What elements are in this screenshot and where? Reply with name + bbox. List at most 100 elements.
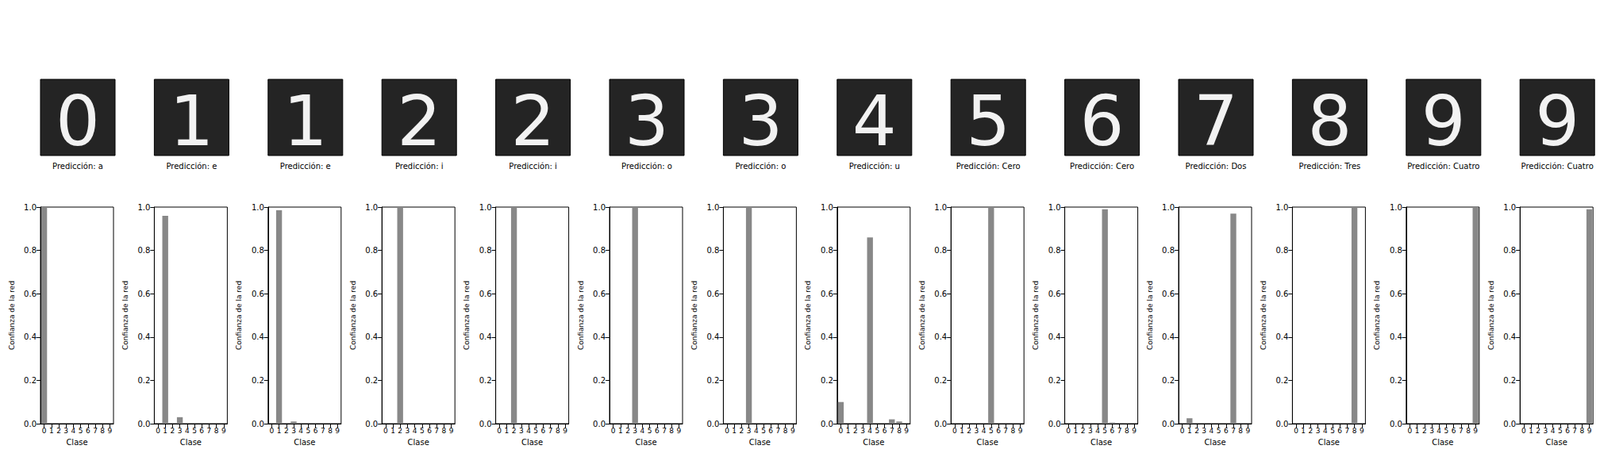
svg-text:0: 0	[269, 426, 275, 435]
svg-text:1: 1	[504, 426, 510, 435]
svg-text:Confianza de la red: Confianza de la red	[1031, 280, 1040, 350]
svg-text:0.0: 0.0	[820, 419, 834, 429]
svg-text:8: 8	[669, 426, 674, 435]
svg-text:4: 4	[640, 426, 646, 435]
svg-text:Confianza de la red: Confianza de la red	[576, 280, 585, 350]
svg-text:0.0: 0.0	[1161, 419, 1175, 429]
svg-text:5: 5	[1216, 426, 1222, 435]
svg-text:Clase: Clase	[407, 438, 430, 447]
svg-text:0.0: 0.0	[137, 419, 150, 429]
svg-text:7: 7	[548, 426, 554, 435]
svg-text:0: 0	[1065, 426, 1071, 435]
svg-text:9: 9	[790, 426, 796, 435]
svg-text:4: 4	[298, 426, 304, 435]
svg-text:4: 4	[981, 426, 987, 435]
svg-text:3: 3	[1201, 426, 1207, 435]
svg-text:0.4: 0.4	[1161, 332, 1175, 342]
svg-text:Predicción: Cuatro: Predicción: Cuatro	[1407, 161, 1480, 171]
svg-text:Predicción: u: Predicción: u	[849, 161, 900, 171]
svg-text:6: 6	[1223, 426, 1229, 435]
svg-text:0: 0	[1180, 426, 1185, 435]
svg-text:8: 8	[442, 426, 447, 435]
svg-text:3: 3	[738, 80, 783, 162]
svg-text:0.4: 0.4	[479, 332, 493, 342]
svg-text:0.8: 0.8	[1275, 246, 1289, 255]
svg-text:Clase: Clase	[293, 438, 316, 447]
svg-text:0.2: 0.2	[137, 376, 150, 385]
svg-text:2: 2	[739, 426, 745, 435]
svg-text:9: 9	[334, 426, 340, 435]
svg-text:Clase: Clase	[65, 438, 88, 447]
svg-text:1.0: 1.0	[365, 203, 378, 212]
svg-text:1.0: 1.0	[706, 203, 720, 212]
svg-text:1: 1	[959, 426, 965, 435]
svg-text:0.8: 0.8	[1389, 246, 1403, 255]
svg-text:0.8: 0.8	[706, 246, 720, 255]
svg-text:Confianza de la red: Confianza de la red	[1373, 280, 1381, 350]
svg-text:0.2: 0.2	[820, 376, 834, 385]
svg-text:1: 1	[1528, 426, 1534, 435]
svg-text:9: 9	[562, 426, 568, 435]
svg-text:9: 9	[676, 426, 682, 435]
svg-text:1: 1	[731, 426, 737, 435]
svg-text:9: 9	[1534, 80, 1580, 162]
svg-text:0: 0	[1521, 426, 1527, 435]
svg-text:0.6: 0.6	[1275, 289, 1289, 299]
svg-text:4: 4	[1323, 426, 1328, 435]
svg-text:4: 4	[753, 426, 759, 435]
svg-text:1: 1	[846, 426, 851, 435]
svg-text:5: 5	[306, 426, 312, 435]
svg-text:1.0: 1.0	[137, 203, 150, 212]
svg-text:Predicción: o: Predicción: o	[734, 161, 786, 171]
svg-text:2: 2	[1080, 426, 1086, 435]
svg-text:0.8: 0.8	[1161, 246, 1175, 255]
svg-text:0: 0	[838, 426, 844, 435]
svg-text:Confianza de la red: Confianza de la red	[7, 280, 16, 350]
svg-text:0.2: 0.2	[23, 376, 37, 385]
svg-text:7: 7	[1458, 426, 1464, 435]
svg-text:0.8: 0.8	[934, 246, 947, 255]
svg-text:6: 6	[996, 426, 1001, 435]
svg-text:Confianza de la red: Confianza de la red	[918, 280, 927, 350]
svg-text:Confianza de la red: Confianza de la red	[462, 280, 471, 350]
svg-text:0.0: 0.0	[934, 419, 947, 429]
svg-text:9: 9	[449, 426, 454, 435]
svg-text:8: 8	[214, 426, 220, 435]
svg-text:Predicción: e: Predicción: e	[165, 161, 217, 171]
svg-text:0.4: 0.4	[706, 332, 720, 342]
svg-text:7: 7	[1345, 426, 1350, 435]
svg-text:3: 3	[746, 426, 752, 435]
svg-text:8: 8	[1238, 426, 1243, 435]
svg-text:5: 5	[419, 426, 425, 435]
svg-text:2: 2	[397, 426, 403, 435]
svg-text:6: 6	[199, 426, 204, 435]
svg-text:7: 7	[320, 426, 326, 435]
svg-text:5: 5	[1557, 426, 1563, 435]
svg-text:2: 2	[625, 426, 631, 435]
svg-text:1.0: 1.0	[592, 203, 606, 212]
svg-text:6: 6	[85, 426, 91, 435]
svg-text:7: 7	[1572, 426, 1577, 435]
svg-text:0.0: 0.0	[479, 419, 493, 429]
svg-text:0.4: 0.4	[365, 332, 378, 342]
svg-text:1: 1	[390, 426, 396, 435]
svg-text:0.8: 0.8	[23, 246, 37, 255]
svg-text:3: 3	[177, 426, 183, 435]
svg-text:6: 6	[1337, 426, 1343, 435]
svg-text:5: 5	[647, 426, 653, 435]
svg-text:7: 7	[889, 426, 895, 435]
svg-text:0.0: 0.0	[365, 419, 378, 429]
svg-text:0.8: 0.8	[251, 246, 265, 255]
svg-text:0.6: 0.6	[1503, 289, 1516, 299]
svg-text:Predicción: Cero: Predicción: Cero	[1069, 161, 1135, 171]
svg-text:3: 3	[1543, 426, 1549, 435]
svg-text:1: 1	[162, 426, 168, 435]
svg-text:3: 3	[1429, 426, 1435, 435]
svg-text:Clase: Clase	[749, 438, 771, 447]
svg-text:4: 4	[867, 426, 873, 435]
svg-text:8: 8	[327, 426, 333, 435]
svg-text:Clase: Clase	[521, 438, 543, 447]
svg-text:Confianza de la red: Confianza de la red	[121, 280, 130, 350]
svg-text:0.6: 0.6	[251, 289, 265, 299]
svg-text:1: 1	[1073, 426, 1079, 435]
